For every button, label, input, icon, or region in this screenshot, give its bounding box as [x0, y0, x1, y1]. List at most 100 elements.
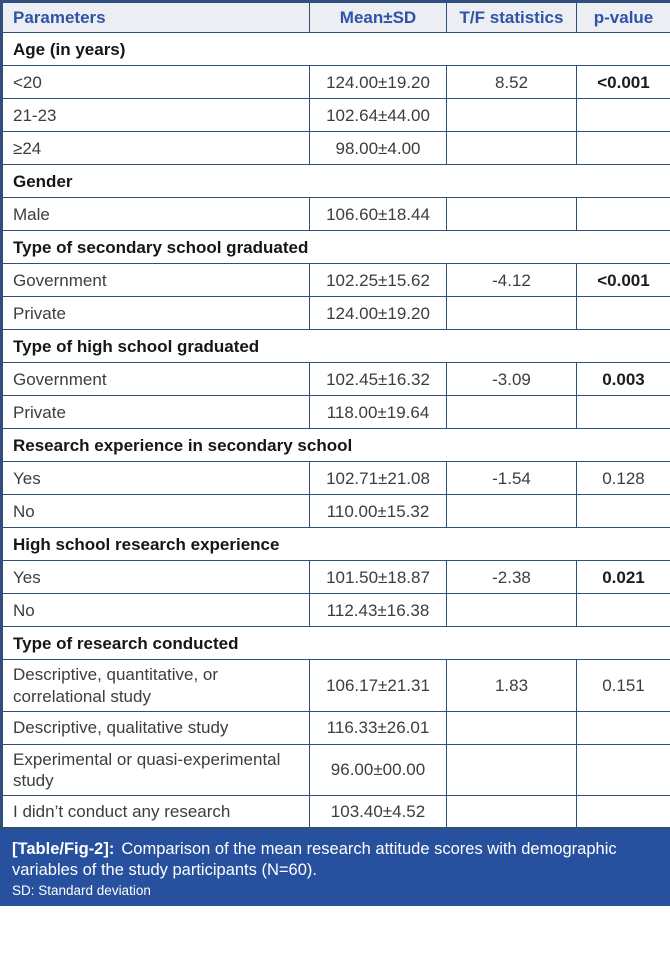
- caption-footnote: SD: Standard deviation: [12, 883, 151, 899]
- mean-cell: 102.45±16.32: [309, 362, 447, 397]
- pvalue-cell: [576, 98, 670, 133]
- caption-body: Comparison of the mean research attitude…: [12, 840, 617, 880]
- mean-cell: 102.71±21.08: [309, 461, 447, 496]
- mean-cell: 103.40±4.52: [309, 795, 447, 830]
- pvalue-cell: [576, 395, 670, 430]
- pvalue-cell: [576, 795, 670, 830]
- statistics-table: Parameters Mean±SD T/F statistics p-valu…: [0, 0, 670, 831]
- caption-text: [Table/Fig-2]: Comparison of the mean res…: [12, 839, 658, 881]
- stat-cell: [446, 395, 577, 430]
- table-row: Descriptive, quantitative, or correlatio…: [1, 659, 670, 712]
- stat-cell: 1.83: [446, 659, 577, 712]
- stat-cell: [446, 494, 577, 529]
- mean-cell: 106.60±18.44: [309, 197, 447, 232]
- mean-cell: 98.00±4.00: [309, 131, 447, 166]
- section-label: High school research experience: [1, 527, 670, 562]
- stat-cell: [446, 593, 577, 628]
- section-label: Research experience in secondary school: [1, 428, 670, 463]
- section-row: High school research experience: [1, 527, 670, 562]
- table-row: Descriptive, qualitative study 116.33±26.…: [1, 710, 670, 745]
- table-row: Experimental or quasi-experimental study…: [1, 743, 670, 797]
- param-cell: Yes: [1, 560, 310, 595]
- mean-cell: 102.64±44.00: [309, 98, 447, 133]
- pvalue-cell: [576, 593, 670, 628]
- pvalue-cell: [576, 743, 670, 797]
- stat-cell: -2.38: [446, 560, 577, 595]
- column-header-tf-statistics: T/F statistics: [446, 0, 577, 34]
- section-row: Age (in years): [1, 32, 670, 67]
- stat-cell: [446, 743, 577, 797]
- pvalue-cell: <0.001: [576, 263, 670, 298]
- stat-cell: [446, 197, 577, 232]
- param-cell: No: [1, 593, 310, 628]
- param-cell: <20: [1, 65, 310, 100]
- param-cell: Government: [1, 263, 310, 298]
- pvalue-cell: [576, 296, 670, 331]
- section-label: Type of secondary school graduated: [1, 230, 670, 265]
- section-label: Gender: [1, 164, 670, 199]
- figure-container: Parameters Mean±SD T/F statistics p-valu…: [0, 0, 670, 907]
- table-row: Yes 101.50±18.87 -2.38 0.021: [1, 560, 670, 595]
- table-row: ≥24 98.00±4.00: [1, 131, 670, 166]
- section-label: Age (in years): [1, 32, 670, 67]
- table-row: Private 124.00±19.20: [1, 296, 670, 331]
- section-label: Type of high school graduated: [1, 329, 670, 364]
- table-row: I didn’t conduct any research 103.40±4.52: [1, 795, 670, 830]
- param-cell: ≥24: [1, 131, 310, 166]
- pvalue-cell: [576, 197, 670, 232]
- stat-cell: [446, 710, 577, 745]
- mean-cell: 106.17±21.31: [309, 659, 447, 712]
- mean-cell: 96.00±00.00: [309, 743, 447, 797]
- table-body: Age (in years) <20 124.00±19.20 8.52 <0.001 2…: [1, 32, 670, 830]
- section-row: Research experience in secondary school: [1, 428, 670, 463]
- stat-cell: [446, 98, 577, 133]
- stat-cell: [446, 131, 577, 166]
- mean-cell: 118.00±19.64: [309, 395, 447, 430]
- table-row: No 110.00±15.32: [1, 494, 670, 529]
- column-header-p-value: p-value: [576, 0, 670, 34]
- pvalue-cell: 0.151: [576, 659, 670, 712]
- column-header-parameters: Parameters: [1, 0, 310, 34]
- pvalue-cell: [576, 131, 670, 166]
- param-cell: Male: [1, 197, 310, 232]
- param-cell: Descriptive, qualitative study: [1, 710, 310, 745]
- column-header-mean-sd: Mean±SD: [309, 0, 447, 34]
- mean-cell: 102.25±15.62: [309, 263, 447, 298]
- table-row: Private 118.00±19.64: [1, 395, 670, 430]
- section-row: Type of research conducted: [1, 626, 670, 661]
- param-cell: Private: [1, 296, 310, 331]
- param-cell: Experimental or quasi-experimental study: [1, 743, 310, 797]
- table-row: Government 102.25±15.62 -4.12 <0.001: [1, 263, 670, 298]
- mean-cell: 101.50±18.87: [309, 560, 447, 595]
- table-row: 21-23 102.64±44.00: [1, 98, 670, 133]
- pvalue-cell: [576, 494, 670, 529]
- section-row: Type of high school graduated: [1, 329, 670, 364]
- param-cell: Yes: [1, 461, 310, 496]
- mean-cell: 124.00±19.20: [309, 296, 447, 331]
- header-row: Parameters Mean±SD T/F statistics p-valu…: [1, 0, 670, 34]
- mean-cell: 124.00±19.20: [309, 65, 447, 100]
- stat-cell: -1.54: [446, 461, 577, 496]
- param-cell: No: [1, 494, 310, 529]
- pvalue-cell: 0.021: [576, 560, 670, 595]
- stat-cell: 8.52: [446, 65, 577, 100]
- table-row: No 112.43±16.38: [1, 593, 670, 628]
- table-row: <20 124.00±19.20 8.52 <0.001: [1, 65, 670, 100]
- pvalue-cell: [576, 710, 670, 745]
- pvalue-cell: <0.001: [576, 65, 670, 100]
- stat-cell: -4.12: [446, 263, 577, 298]
- pvalue-cell: 0.128: [576, 461, 670, 496]
- table-row: Yes 102.71±21.08 -1.54 0.128: [1, 461, 670, 496]
- param-cell: 21-23: [1, 98, 310, 133]
- param-cell: Descriptive, quantitative, or correlatio…: [1, 659, 310, 712]
- mean-cell: 112.43±16.38: [309, 593, 447, 628]
- stat-cell: [446, 296, 577, 331]
- table-caption: [Table/Fig-2]: Comparison of the mean res…: [0, 830, 670, 907]
- mean-cell: 116.33±26.01: [309, 710, 447, 745]
- table-row: Government 102.45±16.32 -3.09 0.003: [1, 362, 670, 397]
- section-row: Type of secondary school graduated: [1, 230, 670, 265]
- table-row: Male 106.60±18.44: [1, 197, 670, 232]
- stat-cell: -3.09: [446, 362, 577, 397]
- section-label: Type of research conducted: [1, 626, 670, 661]
- pvalue-cell: 0.003: [576, 362, 670, 397]
